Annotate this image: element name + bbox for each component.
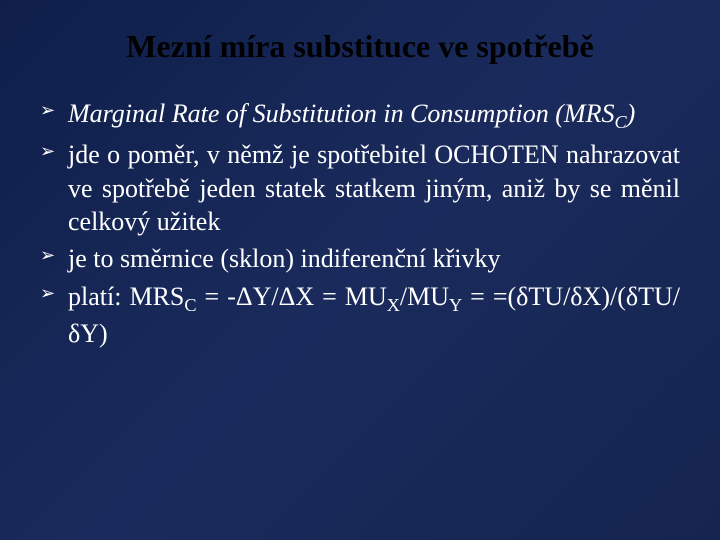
list-item: Marginal Rate of Substitution in Consump… — [40, 97, 680, 134]
bullet-text: Marginal Rate of Substitution in Consump… — [68, 99, 635, 128]
bullet-text: platí: MRSC = -ΔY/ΔX = MUX/MUY = =(δTU/δ… — [68, 282, 680, 348]
list-item: je to směrnice (sklon) indiferenční křiv… — [40, 242, 680, 275]
list-item: platí: MRSC = -ΔY/ΔX = MUX/MUY = =(δTU/δ… — [40, 280, 680, 351]
bullet-list: Marginal Rate of Substitution in Consump… — [40, 97, 680, 350]
slide-title: Mezní míra substituce ve spotřebě — [40, 28, 680, 65]
bullet-text: jde o poměr, v němž je spotřebitel OCHOT… — [68, 140, 680, 236]
bullet-text: je to směrnice (sklon) indiferenční křiv… — [68, 244, 500, 273]
list-item: jde o poměr, v němž je spotřebitel OCHOT… — [40, 138, 680, 238]
